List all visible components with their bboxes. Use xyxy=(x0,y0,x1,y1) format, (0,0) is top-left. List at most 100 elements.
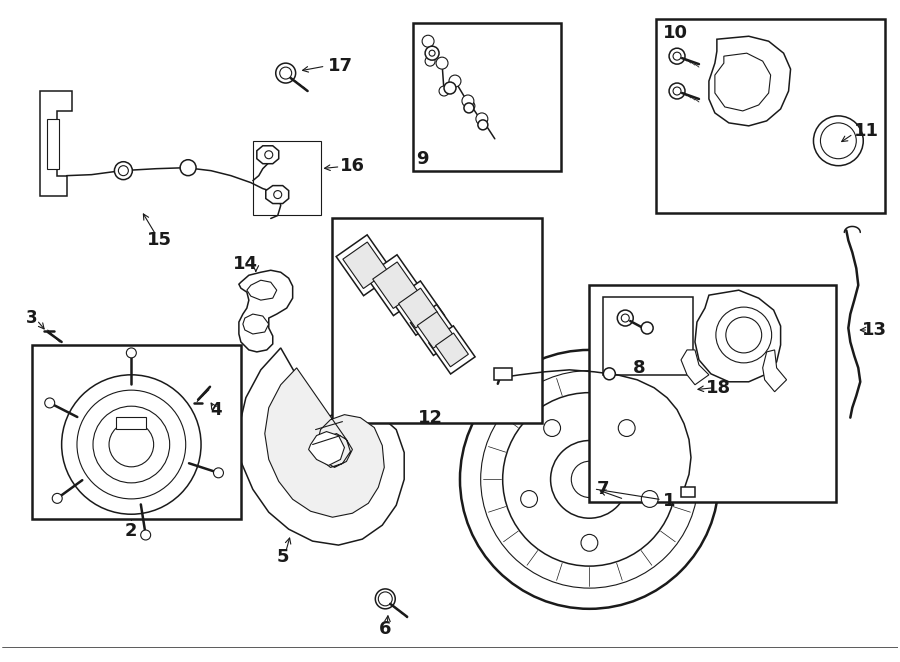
Circle shape xyxy=(462,95,474,107)
Polygon shape xyxy=(256,146,279,164)
Circle shape xyxy=(603,368,616,380)
Polygon shape xyxy=(399,288,437,328)
Circle shape xyxy=(481,371,698,588)
Text: 12: 12 xyxy=(418,408,443,426)
Bar xyxy=(47,119,58,169)
Circle shape xyxy=(673,87,681,95)
Text: 15: 15 xyxy=(147,232,172,250)
Circle shape xyxy=(618,420,635,436)
Circle shape xyxy=(503,393,676,566)
Polygon shape xyxy=(436,333,468,367)
Circle shape xyxy=(213,468,223,478)
Text: 9: 9 xyxy=(416,150,428,167)
Circle shape xyxy=(521,491,537,507)
Circle shape xyxy=(581,534,598,551)
Text: 7: 7 xyxy=(597,481,609,498)
Circle shape xyxy=(378,592,392,606)
Circle shape xyxy=(114,162,132,179)
Circle shape xyxy=(460,350,719,609)
Bar xyxy=(494,368,512,380)
Polygon shape xyxy=(266,185,289,203)
Text: 10: 10 xyxy=(663,24,688,42)
Circle shape xyxy=(275,63,296,83)
Text: 11: 11 xyxy=(854,122,879,140)
Bar xyxy=(32,345,241,519)
Polygon shape xyxy=(373,262,418,308)
Circle shape xyxy=(274,191,282,199)
Circle shape xyxy=(476,113,488,125)
Text: 3: 3 xyxy=(26,309,38,327)
Bar xyxy=(681,487,695,497)
Circle shape xyxy=(572,461,608,498)
Circle shape xyxy=(425,56,435,66)
Text: 14: 14 xyxy=(233,256,258,273)
Circle shape xyxy=(478,120,488,130)
Circle shape xyxy=(126,348,136,358)
Polygon shape xyxy=(681,350,709,385)
Bar xyxy=(413,23,561,171)
Bar xyxy=(332,218,542,422)
Circle shape xyxy=(93,406,170,483)
Circle shape xyxy=(449,75,461,87)
Polygon shape xyxy=(265,368,384,517)
Circle shape xyxy=(265,151,273,159)
Circle shape xyxy=(45,398,55,408)
Text: 4: 4 xyxy=(211,401,221,418)
Polygon shape xyxy=(40,91,72,195)
Circle shape xyxy=(52,493,62,503)
Circle shape xyxy=(375,589,395,609)
Polygon shape xyxy=(392,281,445,335)
Bar xyxy=(253,141,320,216)
Circle shape xyxy=(716,307,771,363)
Polygon shape xyxy=(709,36,790,126)
Text: 18: 18 xyxy=(706,379,732,397)
Circle shape xyxy=(439,86,449,96)
Text: 6: 6 xyxy=(379,620,392,638)
Circle shape xyxy=(444,82,456,94)
Circle shape xyxy=(77,390,185,499)
Circle shape xyxy=(436,57,448,69)
Polygon shape xyxy=(337,235,394,296)
Bar xyxy=(656,19,886,214)
Circle shape xyxy=(280,67,292,79)
Polygon shape xyxy=(410,305,460,355)
Circle shape xyxy=(551,440,628,518)
Text: 5: 5 xyxy=(276,548,289,566)
Polygon shape xyxy=(238,348,404,545)
Polygon shape xyxy=(366,255,425,316)
Circle shape xyxy=(621,314,629,322)
Circle shape xyxy=(641,322,653,334)
Circle shape xyxy=(725,317,761,353)
Circle shape xyxy=(669,83,685,99)
Polygon shape xyxy=(715,53,770,111)
Text: 16: 16 xyxy=(340,157,364,175)
Circle shape xyxy=(429,50,435,56)
Circle shape xyxy=(814,116,863,166)
Text: 8: 8 xyxy=(633,359,645,377)
Text: 13: 13 xyxy=(861,321,886,339)
Bar xyxy=(590,285,836,502)
Polygon shape xyxy=(695,290,780,382)
Circle shape xyxy=(180,160,196,175)
Polygon shape xyxy=(243,314,269,334)
Circle shape xyxy=(425,46,439,60)
Circle shape xyxy=(669,48,685,64)
Circle shape xyxy=(617,310,634,326)
Circle shape xyxy=(109,422,154,467)
Polygon shape xyxy=(418,312,453,348)
Circle shape xyxy=(465,101,475,111)
Circle shape xyxy=(821,123,856,159)
Circle shape xyxy=(119,166,129,175)
Polygon shape xyxy=(247,280,276,300)
Circle shape xyxy=(61,375,201,514)
Circle shape xyxy=(642,491,658,507)
Circle shape xyxy=(673,52,681,60)
Circle shape xyxy=(464,103,474,113)
Polygon shape xyxy=(309,432,345,465)
Polygon shape xyxy=(116,416,147,428)
Polygon shape xyxy=(762,350,787,392)
Polygon shape xyxy=(238,270,292,352)
Circle shape xyxy=(544,420,561,436)
Text: 2: 2 xyxy=(125,522,138,540)
Polygon shape xyxy=(429,326,475,374)
